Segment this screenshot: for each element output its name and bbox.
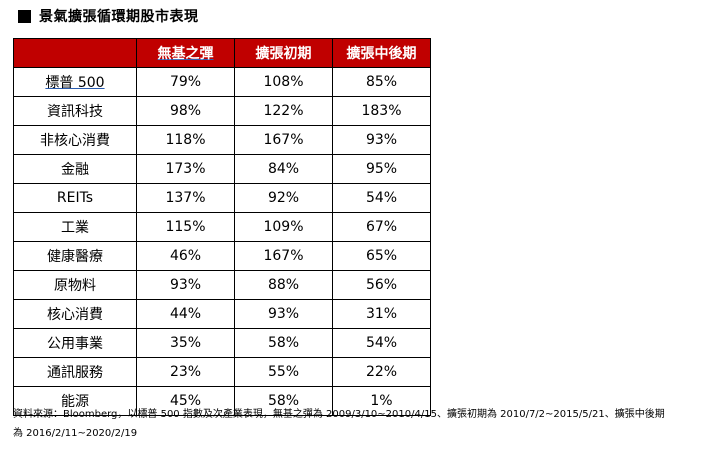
footnote-line: 資料來源：Bloomberg，以標普 500 指數及次產業表現，無基之彈為 20… (13, 409, 665, 420)
table-header-cell: 無基之彈 (136, 38, 235, 68)
table-row: 公用事業 35% 58% 54% (13, 328, 431, 358)
row-label: 核心消費 (13, 299, 137, 329)
table-header-row: 無基之彈 擴張初期 擴張中後期 (13, 38, 431, 68)
table-cell: 58% (234, 328, 333, 358)
performance-table: 無基之彈 擴張初期 擴張中後期 標普 500 79% 108% 85% 資訊科技… (13, 38, 431, 416)
table-cell: 167% (234, 125, 333, 155)
table-cell: 46% (136, 241, 235, 271)
table-cell: 92% (234, 183, 333, 213)
table-cell: 115% (136, 212, 235, 242)
table-cell: 122% (234, 96, 333, 126)
footnote-line: 為 2016/2/11~2020/2/19 (13, 428, 138, 439)
table-row: 金融 173% 84% 95% (13, 154, 431, 184)
row-label: 工業 (13, 212, 137, 242)
table-cell: 93% (234, 299, 333, 329)
row-label: REITs (13, 183, 137, 213)
header-label: 無基之彈 (157, 46, 214, 62)
row-label-text: 標普 500 (45, 75, 105, 91)
square-bullet-icon (18, 9, 31, 23)
row-label: 能源 (13, 386, 137, 416)
table-cell: 109% (234, 212, 333, 242)
table-header-cell: 擴張中後期 (332, 38, 431, 68)
table-cell: 35% (136, 328, 235, 358)
source-footnote: 資料來源：Bloomberg，以標普 500 指數及次產業表現，無基之彈為 20… (13, 405, 703, 443)
table-cell: 22% (332, 357, 431, 387)
table-header-cell: 擴張初期 (234, 38, 333, 68)
title-row: 景氣擴張循環期股市表現 (18, 6, 199, 26)
table-cell: 56% (332, 270, 431, 300)
table-cell: 55% (234, 357, 333, 387)
table-cell: 95% (332, 154, 431, 184)
table-cell: 1% (332, 386, 431, 416)
table-cell: 23% (136, 357, 235, 387)
table-cell: 31% (332, 299, 431, 329)
table-cell: 67% (332, 212, 431, 242)
table-row: 工業 115% 109% 67% (13, 212, 431, 242)
table-cell: 65% (332, 241, 431, 271)
table-row: 非核心消費 118% 167% 93% (13, 125, 431, 155)
table-cell: 45% (136, 386, 235, 416)
table-row: 核心消費 44% 93% 31% (13, 299, 431, 329)
table-cell: 118% (136, 125, 235, 155)
table-row: REITs 137% 92% 54% (13, 183, 431, 213)
table-cell: 54% (332, 328, 431, 358)
row-label: 非核心消費 (13, 125, 137, 155)
table-row: 原物料 93% 88% 56% (13, 270, 431, 300)
table-row: 資訊科技 98% 122% 183% (13, 96, 431, 126)
table-cell: 173% (136, 154, 235, 184)
table-cell: 88% (234, 270, 333, 300)
table-row: 健康醫療 46% 167% 65% (13, 241, 431, 271)
row-label: 健康醫療 (13, 241, 137, 271)
table-cell: 93% (332, 125, 431, 155)
table-header-corner (13, 38, 137, 68)
table-cell: 85% (332, 67, 431, 97)
table-row: 能源 45% 58% 1% (13, 386, 431, 416)
table-cell: 108% (234, 67, 333, 97)
table-cell: 84% (234, 154, 333, 184)
table-cell: 137% (136, 183, 235, 213)
row-label: 公用事業 (13, 328, 137, 358)
row-label: 資訊科技 (13, 96, 137, 126)
table-cell: 54% (332, 183, 431, 213)
table-cell: 167% (234, 241, 333, 271)
row-label: 原物料 (13, 270, 137, 300)
table-cell: 79% (136, 67, 235, 97)
table-row: 標普 500 79% 108% 85% (13, 67, 431, 97)
row-label: 金融 (13, 154, 137, 184)
row-label: 標普 500 (13, 67, 137, 97)
row-label: 通訊服務 (13, 357, 137, 387)
page-title: 景氣擴張循環期股市表現 (39, 9, 199, 25)
table-cell: 183% (332, 96, 431, 126)
table-cell: 44% (136, 299, 235, 329)
table-row: 通訊服務 23% 55% 22% (13, 357, 431, 387)
table-cell: 98% (136, 96, 235, 126)
table-cell: 93% (136, 270, 235, 300)
